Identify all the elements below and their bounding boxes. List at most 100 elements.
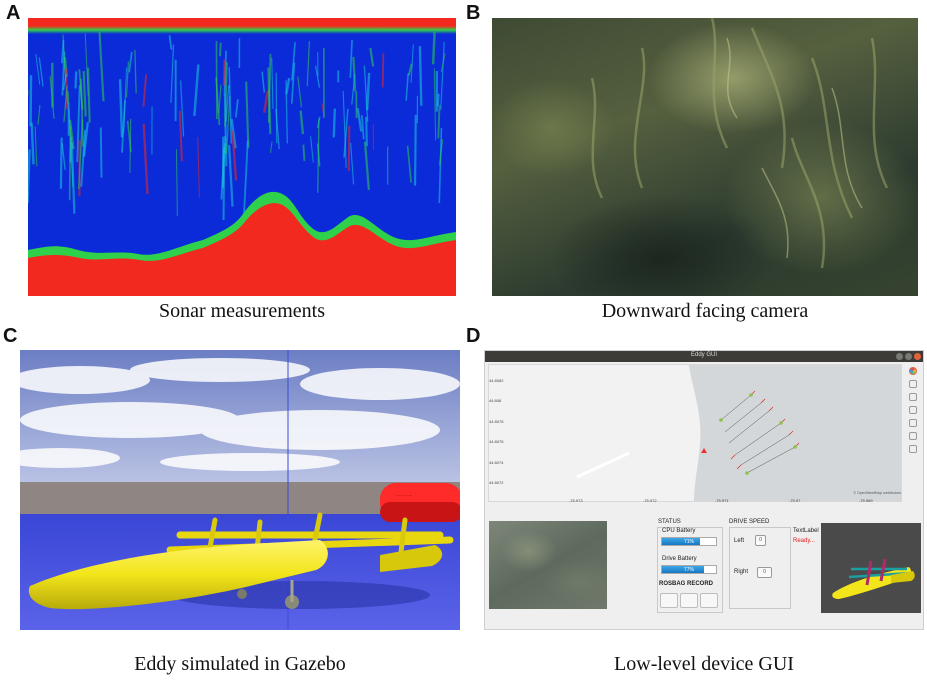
sonar-echo-streak <box>175 149 178 217</box>
drive-battery-label: Drive Battery <box>662 556 697 562</box>
sonar-echo-streak <box>437 105 441 139</box>
map-canvas <box>489 365 901 501</box>
sonar-echo-streak <box>406 145 412 183</box>
sonar-echo-streak <box>76 85 81 163</box>
map-x-tick: -75.969 <box>859 498 873 503</box>
sonar-echo-streak <box>227 145 234 207</box>
sonar-echo-streak <box>369 47 375 67</box>
left-speed-spinbox[interactable]: 0 <box>755 535 766 546</box>
rosbag-record-label: ROSBAG RECORD <box>659 581 714 587</box>
sonar-echo-streak <box>142 74 148 107</box>
sonar-echo-streak <box>297 76 303 108</box>
rosbag-start-button[interactable] <box>660 593 678 608</box>
close-button[interactable] <box>914 353 921 360</box>
sonar-echo-streak <box>179 80 185 137</box>
sonar-echo-streak <box>74 71 78 89</box>
zoom-out-icon[interactable] <box>909 406 917 414</box>
status-group <box>657 527 723 613</box>
sonar-echo-streak <box>306 41 311 87</box>
caption-sonar: Sonar measurements <box>158 300 326 322</box>
sonar-echo-streak <box>98 32 105 102</box>
sonar-echo-streak <box>261 71 266 93</box>
cpu-battery-label: CPU Battery <box>662 528 696 534</box>
camera-icon[interactable] <box>909 419 917 427</box>
sonar-echo-streak <box>99 127 103 178</box>
panel-label-d: D <box>466 325 481 347</box>
maximize-button[interactable] <box>905 353 912 360</box>
sonar-echo-streak <box>332 108 337 138</box>
drive-speed-group-label: DRIVE SPEED <box>729 519 770 525</box>
caption-camera: Downward facing camera <box>601 300 809 322</box>
reset-view-icon[interactable] <box>909 432 917 440</box>
sonar-echo-streak <box>59 137 63 189</box>
sonar-echo-streak <box>365 72 371 111</box>
sonar-echo-streak <box>436 93 440 107</box>
info-icon[interactable] <box>909 445 917 453</box>
sonar-echo-streak <box>68 125 72 201</box>
minimize-button[interactable] <box>896 353 903 360</box>
sonar-echo-streak <box>70 142 76 214</box>
sonar-echo-streak <box>349 39 353 78</box>
sonar-echo-streak <box>242 140 249 219</box>
sonar-echo-streak <box>314 65 321 88</box>
map-view[interactable] <box>488 364 902 502</box>
map-y-tick: 44.8078 <box>489 419 504 424</box>
sonar-echo-streak <box>170 44 175 103</box>
right-speed-spinbox[interactable]: 0 <box>757 567 772 578</box>
sonar-echo-streak <box>34 126 38 167</box>
sonar-echo-streak <box>134 49 137 94</box>
sonar-echo-streak <box>61 143 66 170</box>
panel-label-b: B <box>466 2 481 24</box>
rosbag-stop-button[interactable] <box>680 593 698 608</box>
map-x-tick: -75.971 <box>715 498 729 503</box>
drive-battery-text: 77% <box>683 567 694 573</box>
ready-status-text: Ready... <box>793 538 815 544</box>
sim-thumb-boat <box>821 523 921 613</box>
sonar-echo-streak <box>317 118 320 193</box>
map-x-tick: -75.97 <box>789 498 801 503</box>
map-x-tick: -75.973 <box>569 498 583 503</box>
sonar-echo-streak <box>228 67 233 144</box>
pan-icon[interactable] <box>909 380 917 388</box>
zoom-in-icon[interactable] <box>909 393 917 401</box>
sonar-echo-streak <box>128 51 133 73</box>
rosbag-save-button[interactable] <box>700 593 718 608</box>
map-y-tick: 44.808 <box>489 398 502 403</box>
cpu-battery-text: 71% <box>683 539 694 545</box>
sonar-echo-streak <box>245 81 250 148</box>
right-speed-label: Right <box>734 569 749 575</box>
left-speed-label: Left <box>734 538 745 544</box>
sonar-echo-streak <box>234 99 239 118</box>
sonar-echo-streak <box>30 122 35 165</box>
sonar-echo-streak <box>118 79 124 138</box>
sonar-echo-streak <box>356 108 363 132</box>
sonar-echo-streak <box>168 35 173 50</box>
map-toolbar <box>907 365 919 458</box>
sonar-echo-streak <box>440 53 446 73</box>
sonar-echo-streak <box>439 139 444 166</box>
sonar-echo-streak <box>69 136 73 163</box>
sonar-echo-streak <box>431 32 436 65</box>
sonar-echo-streak <box>225 96 231 154</box>
sonar-echo-streak <box>218 84 222 114</box>
sonar-echo-streak <box>440 41 445 110</box>
sonar-echo-streak <box>225 84 230 122</box>
sonar-echo-streak <box>82 70 87 117</box>
sonar-echo-streak <box>350 142 355 185</box>
eddy-gui-window: Eddy GUI <box>484 350 924 630</box>
sonar-echo-streak <box>86 67 91 123</box>
sonar-echo-streak <box>142 123 149 195</box>
sonar-echo-streak <box>129 118 132 174</box>
plotly-logo-icon[interactable] <box>909 367 917 375</box>
sonar-echo-streak <box>60 40 65 64</box>
window-titlebar: Eddy GUI <box>485 351 923 362</box>
sonar-echo-streak <box>178 110 183 162</box>
sonar-echo-streak <box>342 91 347 168</box>
sonar-echo-streak <box>290 62 296 104</box>
sonar-echo-streak <box>219 42 222 57</box>
sonar-echo-streak <box>438 127 443 204</box>
sonar-echo-streak <box>302 144 306 162</box>
panel-label-a: A <box>6 2 21 24</box>
sonar-echo-streak <box>365 116 368 147</box>
drive-battery-fill <box>662 566 704 573</box>
